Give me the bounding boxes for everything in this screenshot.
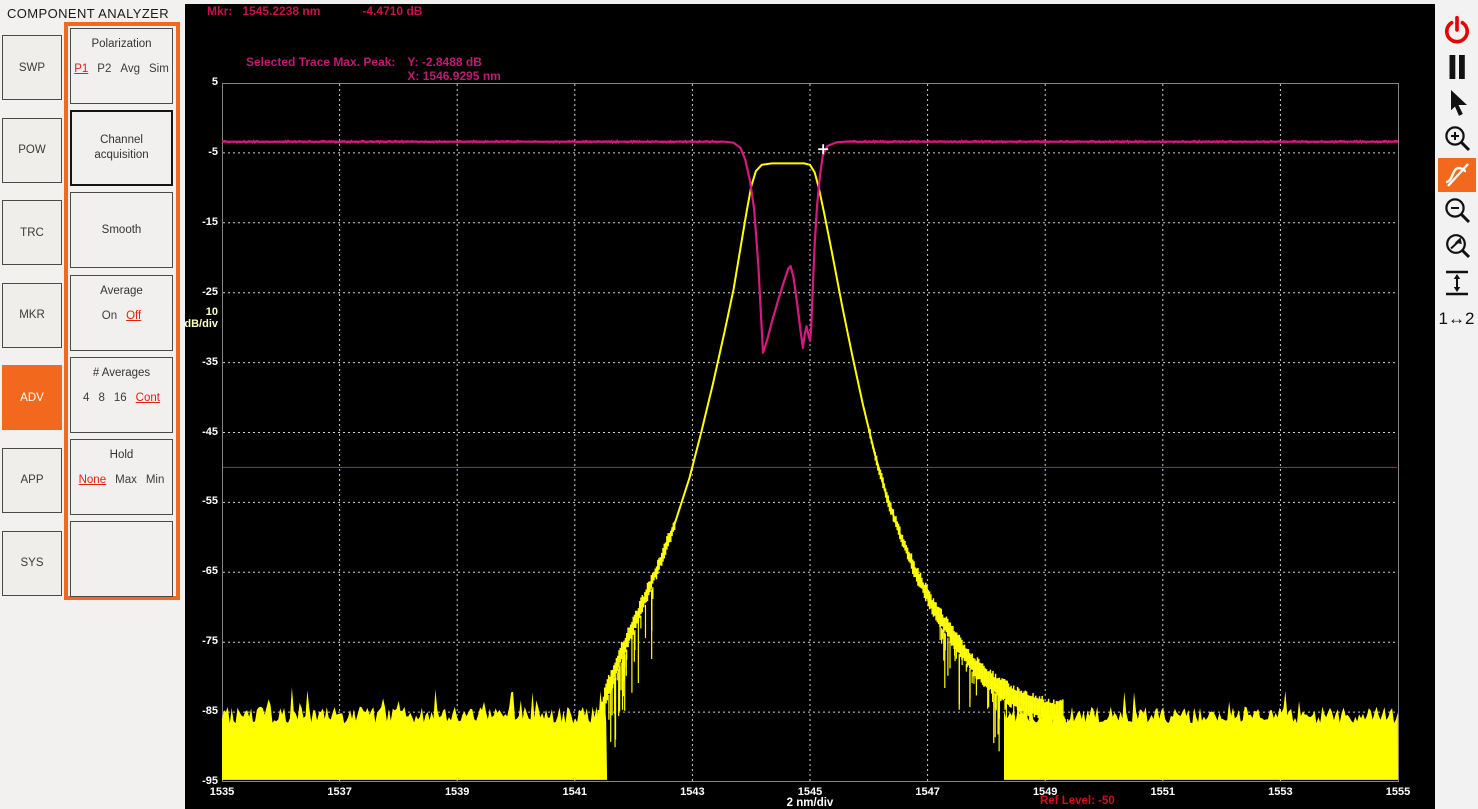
x-div-label: 2 nm/div — [786, 797, 834, 809]
option-num-averages-4[interactable]: 4 — [83, 391, 90, 404]
right-toolbar: 1↔2 — [1435, 0, 1478, 809]
y-div-label: 10 dB/div — [178, 306, 218, 330]
cursor-button[interactable] — [1438, 86, 1476, 120]
scale-1-2-icon: 1↔2 — [1438, 309, 1475, 328]
panel-smooth[interactable]: Smooth — [70, 192, 173, 269]
option-hold-none[interactable]: None — [78, 473, 107, 486]
zoom-in-button[interactable] — [1438, 122, 1476, 156]
sidebar-item-trc[interactable]: TRC — [2, 200, 62, 266]
option-num-averages-8[interactable]: 8 — [98, 391, 105, 404]
power-icon — [1444, 20, 1469, 44]
chart-canvas[interactable] — [222, 83, 1399, 783]
sidebar-item-swp[interactable]: SWP — [2, 35, 62, 100]
x-axis-tick-label: 1535 — [209, 786, 235, 798]
option-hold-min[interactable]: Min — [145, 473, 165, 486]
y-axis-tick-label: -35 — [202, 355, 218, 368]
panel-title-num-averages: # Averages — [92, 366, 151, 379]
power-button[interactable] — [1438, 14, 1476, 48]
selected-trace-label: Selected Trace Max. Peak: — [246, 55, 396, 69]
x-axis-tick-label: 1547 — [915, 786, 940, 798]
y-axis-tick-label: -65 — [202, 565, 218, 578]
option-average-off[interactable]: Off — [126, 309, 142, 322]
sidebar-item-app[interactable]: APP — [2, 447, 62, 513]
marker-readout: Mkr: 1545.2238 nm -4.4710 dB — [207, 4, 422, 18]
panel-average[interactable]: Average On Off — [70, 274, 173, 351]
panel-title-average: Average — [100, 284, 143, 297]
selected-trace-y: Y: -2.8488 dB — [407, 55, 482, 69]
x-axis-tick-label: 1541 — [562, 786, 588, 798]
option-polarization-p2[interactable]: P2 — [97, 63, 112, 75]
pause-button[interactable] — [1438, 50, 1476, 84]
option-polarization-avg[interactable]: Avg — [120, 63, 140, 75]
x-axis-tick-label: 1549 — [1032, 786, 1058, 798]
panel-label-channel-acquisition: acquisition — [94, 149, 149, 162]
y-axis-tick-label: -5 — [208, 145, 218, 158]
panel-title-hold: Hold — [109, 448, 134, 461]
panel-title-polarization: Polarization — [91, 38, 152, 50]
x-axis-tick-label: 1545 — [797, 786, 823, 798]
sidebar-item-pow[interactable]: POW — [2, 117, 62, 183]
app-title: COMPONENT ANALYZER — [7, 6, 170, 21]
panel-channel-acquisition[interactable]: Channel acquisition — [70, 110, 173, 187]
left-panel: COMPONENT ANALYZER SWP POW TRC MKR ADV APP SYS… — [0, 0, 185, 809]
pause-icon — [1449, 55, 1465, 79]
ref-level-label: Ref Level: -50 — [1040, 795, 1115, 807]
sidebar-item-sys[interactable]: SYS — [2, 530, 62, 596]
panel-empty — [70, 521, 173, 598]
option-num-averages-cont[interactable]: Cont — [135, 391, 160, 404]
x-axis-tick-label: 1543 — [680, 786, 705, 798]
window-top-edge — [185, 0, 1435, 4]
y-axis-tick-label: -75 — [202, 635, 218, 648]
sidebar-item-adv[interactable]: ADV — [2, 365, 62, 431]
y-axis-tick-label: -15 — [202, 215, 218, 228]
x-axis-tick-label: 1553 — [1268, 786, 1293, 798]
adv-panel-frame: Polarization P1 P2 Avg Sim Channel acquisition… — [64, 22, 180, 600]
fit-vertical-icon — [1445, 270, 1468, 296]
scale-1-2-button[interactable]: 1↔2 — [1438, 302, 1476, 336]
y-axis-tick-label: -55 — [202, 495, 218, 508]
zoom-reset-button[interactable] — [1438, 230, 1476, 264]
zoom-out-icon — [1444, 198, 1470, 224]
y-div-value: 10 — [205, 306, 218, 318]
fit-vertical-button[interactable] — [1438, 266, 1476, 300]
marker-level: -4.4710 dB — [362, 4, 423, 18]
option-hold-max[interactable]: Max — [115, 473, 137, 486]
y-div-unit: dB/div — [184, 318, 218, 330]
marker-tool-button[interactable] — [1437, 158, 1476, 192]
panel-polarization[interactable]: Polarization P1 P2 Avg Sim — [70, 28, 173, 104]
selected-trace-x: X: 1546.9295 nm — [407, 69, 501, 83]
option-polarization-p1[interactable]: P1 — [74, 63, 89, 75]
zoom-in-icon — [1444, 126, 1470, 152]
sidebar-item-mkr[interactable]: MKR — [2, 282, 62, 348]
x-axis-tick-label: 1551 — [1150, 786, 1176, 798]
zoom-reset-icon — [1445, 234, 1470, 259]
y-axis-tick-label: -85 — [202, 705, 218, 718]
nav-column: SWP POW TRC MKR ADV APP SYS — [2, 35, 62, 613]
marker-wavelength: 1545.2238 nm — [242, 4, 321, 18]
panel-label-smooth: Smooth — [101, 223, 142, 236]
marker-cross[interactable] — [818, 144, 829, 155]
selected-trace-readout: Selected Trace Max. Peak: Y: -2.8488 dB … — [246, 55, 501, 83]
y-axis-tick-label: -95 — [202, 775, 218, 787]
y-axis-tick-label: 5 — [211, 76, 218, 88]
marker-tool-icon — [1445, 163, 1469, 187]
zoom-out-button[interactable] — [1438, 194, 1476, 228]
option-polarization-sim[interactable]: Sim — [148, 63, 169, 75]
x-axis-tick-label: 1555 — [1385, 786, 1411, 798]
y-axis-tick-label: -45 — [202, 425, 218, 438]
option-average-on[interactable]: On — [101, 309, 118, 322]
marker-label: Mkr: — [207, 4, 233, 18]
panel-hold[interactable]: Hold None Max Min — [70, 438, 173, 515]
x-axis-tick-label: 1539 — [444, 786, 470, 798]
option-num-averages-16[interactable]: 16 — [113, 391, 127, 404]
x-axis-tick-label: 1537 — [327, 786, 352, 798]
panel-num-averages[interactable]: # Averages 4 8 16 Cont — [70, 356, 173, 433]
panel-label-channel-acquisition: Channel — [100, 134, 143, 147]
y-axis-tick-label: -25 — [202, 285, 218, 298]
cursor-icon — [1450, 90, 1467, 116]
